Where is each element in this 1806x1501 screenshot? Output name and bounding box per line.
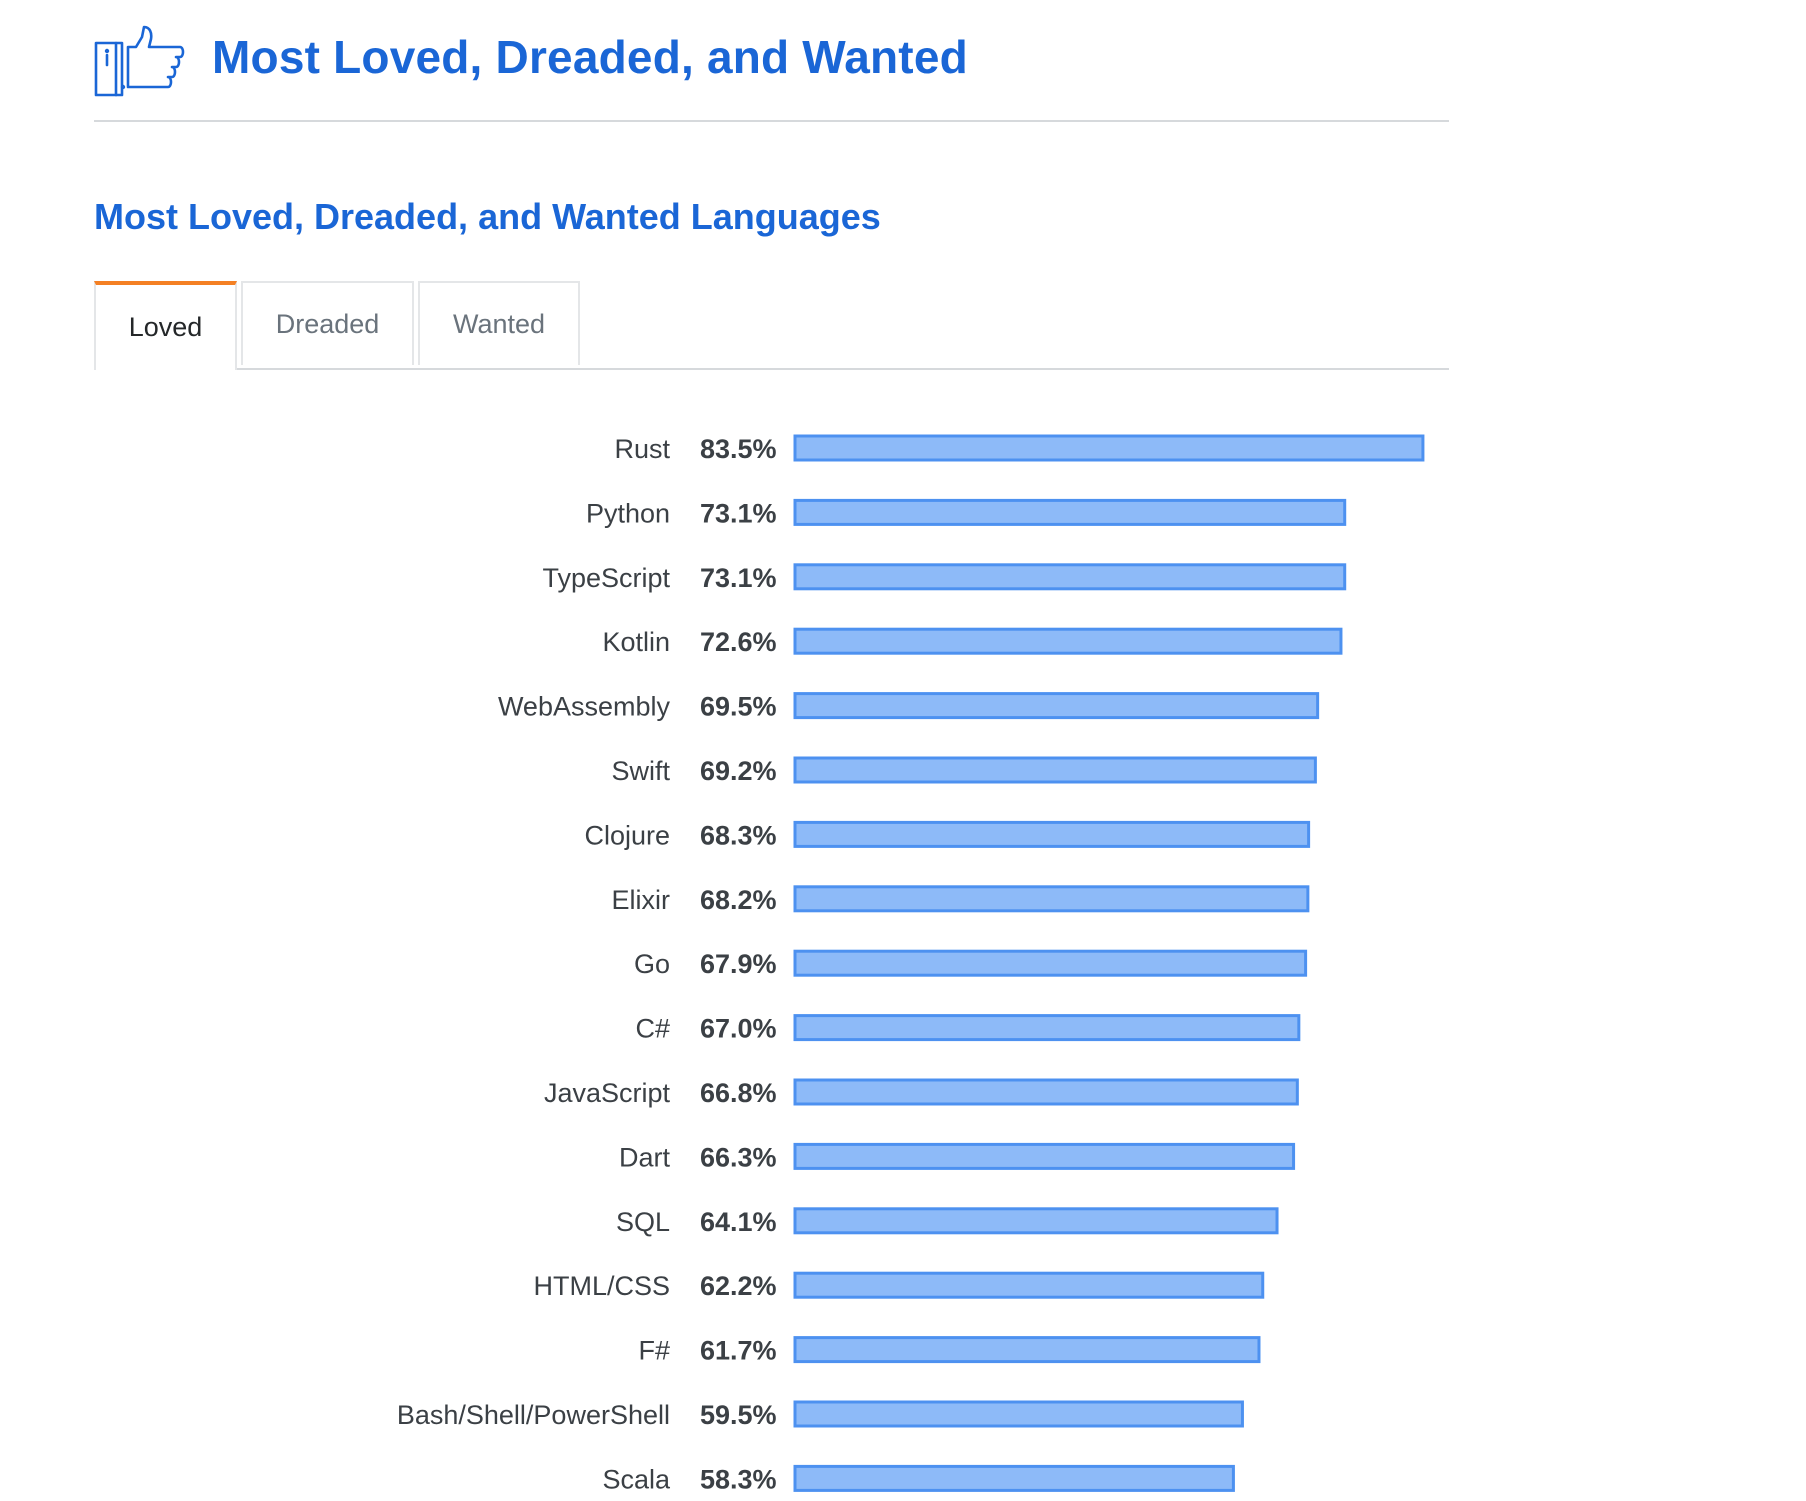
bar-row: Python 73.1% (586, 498, 1347, 528)
value-label: 68.2% (700, 885, 777, 915)
value-label: 68.3% (700, 820, 777, 850)
section-title: Most Loved, Dreaded, and Wanted Language… (94, 196, 881, 237)
bar (793, 1142, 1296, 1170)
bar-row: Scala 58.3% (602, 1464, 1235, 1494)
value-label: 61.7% (700, 1336, 777, 1366)
value-label: 62.2% (700, 1271, 777, 1301)
value-label: 69.5% (700, 692, 777, 722)
bar-row: Bash/Shell/PowerShell 59.5% (397, 1400, 1244, 1430)
category-label: WebAssembly (498, 692, 671, 722)
value-label: 58.3% (700, 1464, 777, 1494)
value-label: 73.1% (700, 498, 777, 528)
bar-row: JavaScript 66.8% (544, 1078, 1299, 1108)
bar (793, 949, 1308, 977)
value-label: 73.1% (700, 563, 777, 593)
category-label: Bash/Shell/PowerShell (397, 1400, 670, 1430)
category-label: Swift (611, 756, 670, 786)
bar-row: Swift 69.2% (611, 756, 1317, 786)
value-label: 72.6% (700, 627, 777, 657)
category-label: TypeScript (542, 563, 670, 593)
bar-row: Elixir 68.2% (612, 885, 1310, 915)
category-label: Scala (602, 1464, 671, 1494)
tab-bar: Loved Dreaded Wanted (94, 281, 1449, 370)
category-label: Elixir (612, 885, 671, 915)
bar (793, 1336, 1261, 1364)
value-label: 69.2% (700, 756, 777, 786)
value-label: 83.5% (700, 434, 777, 464)
bar-row: Clojure 68.3% (584, 820, 1311, 850)
value-label: 66.8% (700, 1078, 777, 1108)
bar (793, 1207, 1279, 1235)
bar (793, 1400, 1244, 1428)
bar (793, 434, 1425, 462)
bar (793, 885, 1310, 913)
bar-row: Go 67.9% (634, 949, 1308, 979)
main-container: Most Loved, Dreaded, and Wanted Most Lov… (94, 0, 1449, 370)
thumbs-up-icon (94, 25, 185, 97)
category-label: Dart (619, 1142, 671, 1172)
bar-row: Dart 66.3% (619, 1142, 1296, 1172)
value-label: 59.5% (700, 1400, 777, 1430)
category-label: JavaScript (544, 1078, 671, 1108)
bar (793, 820, 1311, 848)
bar-row: HTML/CSS 62.2% (533, 1271, 1265, 1301)
category-label: Clojure (584, 820, 670, 850)
value-label: 66.3% (700, 1142, 777, 1172)
category-label: Python (586, 498, 670, 528)
category-label: C# (635, 1014, 670, 1044)
bar-row: SQL 64.1% (616, 1207, 1279, 1237)
bar (793, 498, 1347, 526)
bar-row: Kotlin 72.6% (602, 627, 1343, 657)
bar (793, 1464, 1235, 1492)
bar (793, 1078, 1299, 1106)
value-label: 67.0% (700, 1014, 777, 1044)
page-title: Most Loved, Dreaded, and Wanted (212, 31, 968, 83)
bar-row: C# 67.0% (635, 1014, 1301, 1044)
bar (793, 627, 1343, 655)
tab-loved[interactable]: Loved (94, 281, 237, 370)
bar (793, 756, 1317, 784)
bar (793, 563, 1347, 591)
category-label: HTML/CSS (533, 1271, 670, 1301)
bar (793, 692, 1320, 720)
category-label: Rust (614, 434, 670, 464)
category-label: Kotlin (602, 627, 670, 657)
bar-row: TypeScript 73.1% (542, 563, 1347, 593)
category-label: F# (638, 1336, 670, 1366)
bar (793, 1014, 1301, 1042)
category-label: Go (634, 949, 670, 979)
category-label: SQL (616, 1207, 670, 1237)
value-label: 67.9% (700, 949, 777, 979)
tab-wanted[interactable]: Wanted (418, 281, 580, 365)
page-header: Most Loved, Dreaded, and Wanted (94, 0, 1449, 122)
bar-row: F# 61.7% (638, 1336, 1261, 1366)
bar-row: Rust 83.5% (614, 434, 1425, 464)
value-label: 64.1% (700, 1207, 777, 1237)
bar (793, 1271, 1265, 1299)
tab-dreaded[interactable]: Dreaded (241, 281, 414, 365)
bar-row: WebAssembly 69.5% (498, 692, 1320, 722)
